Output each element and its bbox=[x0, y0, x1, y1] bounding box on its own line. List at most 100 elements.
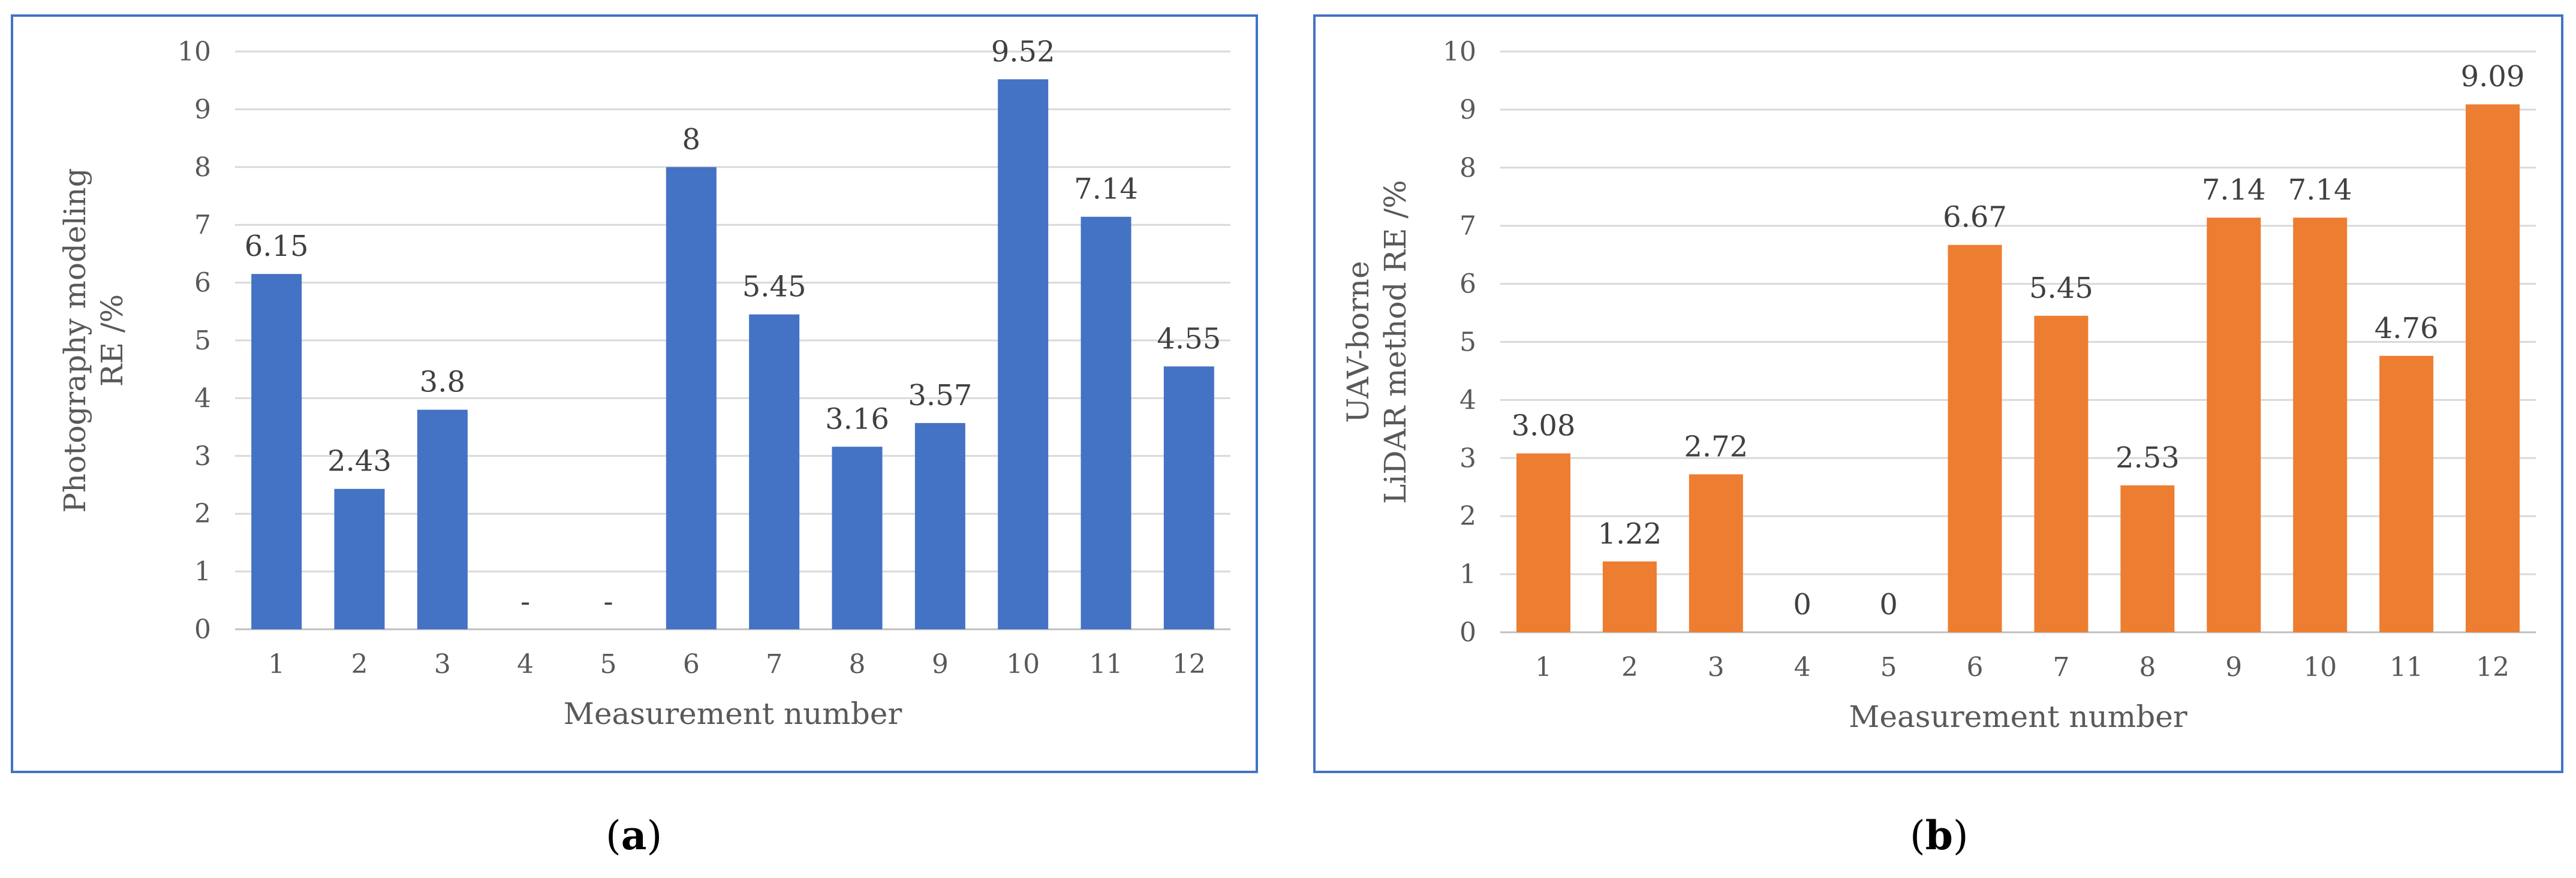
caption-b-close: ) bbox=[1952, 813, 1969, 859]
x-tick-label-b-8: 8 bbox=[2139, 652, 2156, 683]
x-tick-label-a-3: 3 bbox=[434, 649, 451, 680]
bar-a-1 bbox=[251, 274, 302, 629]
y-tick-label-a-2: 2 bbox=[194, 499, 211, 529]
x-tick-label-b-4: 4 bbox=[1794, 652, 1811, 683]
x-axis-title-a: Measurement number bbox=[564, 696, 902, 731]
x-tick-label-b-9: 9 bbox=[2225, 652, 2242, 683]
bar-a-6 bbox=[666, 167, 717, 629]
x-tick-label-a-5: 5 bbox=[600, 649, 617, 680]
data-label-a-11: 7.14 bbox=[1074, 173, 1138, 206]
bar-b-3 bbox=[1689, 474, 1743, 632]
y-tick-label-a-1: 1 bbox=[194, 557, 211, 587]
chart-panel-b: 0 1 2 3 4 5 6 7 8 9 10 3.08 1 1.22 2 2.72 3 0 4 0 5 6.67 6 5.45… bbox=[1313, 14, 2563, 773]
y-tick-label-a-5: 5 bbox=[194, 325, 211, 356]
y-tick-label-a-3: 3 bbox=[194, 441, 211, 472]
y-axis-title-b-line-2: LiDAR method RE /% bbox=[1378, 180, 1413, 504]
y-tick-label-a-6: 6 bbox=[194, 268, 211, 298]
y-tick-label-b-2: 2 bbox=[1459, 501, 1476, 532]
data-label-a-9: 3.57 bbox=[908, 379, 972, 412]
y-tick-label-b-7: 7 bbox=[1459, 211, 1476, 242]
y-tick-label-b-3: 3 bbox=[1459, 443, 1476, 473]
y-axis-title-a-line-1: Photography modeling bbox=[58, 168, 92, 513]
y-tick-label-b-4: 4 bbox=[1459, 385, 1476, 415]
x-tick-label-a-2: 2 bbox=[351, 649, 368, 680]
y-tick-label-a-0: 0 bbox=[194, 614, 211, 645]
x-tick-label-a-1: 1 bbox=[268, 649, 285, 680]
data-label-b-9: 7.14 bbox=[2202, 173, 2266, 207]
x-tick-label-b-12: 12 bbox=[2476, 652, 2509, 683]
bar-b-11 bbox=[2379, 355, 2434, 632]
bar-b-2 bbox=[1602, 561, 1657, 632]
y-tick-label-b-8: 8 bbox=[1459, 153, 1476, 183]
bar-b-7 bbox=[2034, 315, 2089, 632]
x-tick-label-a-10: 10 bbox=[1006, 649, 1040, 680]
bar-a-10 bbox=[998, 79, 1049, 630]
data-label-b-6: 6.67 bbox=[1943, 201, 2007, 234]
caption-a-letter: a bbox=[621, 812, 647, 859]
y-axis-title-b-line-1: UAV-borne bbox=[1341, 261, 1376, 423]
data-label-b-12: 9.09 bbox=[2461, 60, 2525, 93]
data-label-a-3: 3.8 bbox=[420, 366, 465, 399]
data-label-b-3: 2.72 bbox=[1684, 430, 1748, 463]
y-tick-label-a-4: 4 bbox=[194, 383, 211, 414]
data-label-b-8: 2.53 bbox=[2115, 441, 2180, 475]
chart-svg-b: 0123456789103.0811.2222.72304056.6765.45… bbox=[1341, 37, 2536, 734]
data-label-a-4: - bbox=[520, 585, 530, 618]
x-axis-title-b: Measurement number bbox=[1849, 699, 2187, 734]
x-tick-label-b-7: 7 bbox=[2053, 652, 2069, 683]
data-label-a-6: 8 bbox=[682, 123, 701, 156]
data-label-b-4: 0 bbox=[1793, 588, 1811, 621]
y-tick-label-b-1: 1 bbox=[1459, 559, 1476, 590]
bar-a-2 bbox=[334, 488, 385, 629]
data-label-a-10: 9.52 bbox=[991, 35, 1055, 68]
x-tick-label-b-1: 1 bbox=[1535, 652, 1552, 683]
y-tick-label-a-9: 9 bbox=[194, 94, 211, 125]
data-label-b-5: 0 bbox=[1879, 588, 1898, 621]
x-tick-label-b-5: 5 bbox=[1880, 652, 1897, 683]
bar-a-9 bbox=[914, 423, 965, 629]
x-tick-label-b-2: 2 bbox=[1621, 652, 1638, 683]
data-label-b-2: 1.22 bbox=[1597, 517, 1662, 551]
data-label-a-8: 3.16 bbox=[825, 402, 889, 436]
data-label-a-7: 5.45 bbox=[742, 270, 806, 304]
x-tick-label-b-10: 10 bbox=[2303, 652, 2337, 683]
x-tick-label-a-9: 9 bbox=[932, 649, 949, 680]
data-label-a-1: 6.15 bbox=[245, 230, 309, 263]
y-tick-label-b-0: 0 bbox=[1459, 617, 1476, 648]
data-label-a-12: 4.55 bbox=[1157, 322, 1221, 355]
x-tick-label-b-3: 3 bbox=[1708, 652, 1725, 683]
caption-a-open: ( bbox=[606, 813, 621, 859]
x-tick-label-b-11: 11 bbox=[2390, 652, 2423, 683]
data-label-b-1: 3.08 bbox=[1512, 409, 1576, 443]
x-tick-label-a-12: 12 bbox=[1172, 649, 1206, 680]
data-label-b-11: 4.76 bbox=[2375, 312, 2439, 345]
bar-a-12 bbox=[1163, 366, 1214, 629]
bar-b-12 bbox=[2466, 104, 2520, 632]
y-tick-label-b-5: 5 bbox=[1459, 327, 1476, 358]
x-tick-label-a-7: 7 bbox=[766, 649, 783, 680]
data-label-a-2: 2.43 bbox=[327, 445, 392, 478]
bar-a-11 bbox=[1081, 216, 1131, 630]
x-tick-label-a-6: 6 bbox=[683, 649, 700, 680]
bar-b-10 bbox=[2293, 218, 2348, 632]
y-tick-label-b-10: 10 bbox=[1443, 37, 1476, 67]
caption-b-letter: b bbox=[1925, 812, 1953, 859]
bar-b-6 bbox=[1948, 245, 2002, 632]
y-tick-label-a-8: 8 bbox=[194, 152, 211, 183]
chart-svg-a: 0123456789106.1512.4323.83-4-5865.4573.1… bbox=[58, 35, 1230, 731]
y-axis-title-a-line-2: RE /% bbox=[95, 294, 130, 387]
bar-a-3 bbox=[417, 409, 468, 629]
bar-a-7 bbox=[749, 314, 800, 629]
data-label-a-5: - bbox=[603, 585, 613, 618]
y-tick-label-b-6: 6 bbox=[1459, 269, 1476, 300]
caption-b: (b) bbox=[1910, 812, 1969, 859]
bar-a-8 bbox=[832, 446, 883, 629]
bar-b-8 bbox=[2120, 485, 2175, 632]
x-tick-label-a-8: 8 bbox=[849, 649, 866, 680]
data-label-b-10: 7.14 bbox=[2288, 173, 2352, 207]
bar-b-9 bbox=[2207, 218, 2261, 632]
y-tick-label-a-7: 7 bbox=[194, 210, 211, 240]
bar-b-1 bbox=[1516, 453, 1570, 632]
chart-panel-a: 0 1 2 3 4 5 6 7 8 9 10 6.15 1 2.43 2 3.8 3-4-5 8 6 5.45 7 3.1… bbox=[11, 14, 1258, 773]
x-tick-label-a-4: 4 bbox=[517, 649, 534, 680]
